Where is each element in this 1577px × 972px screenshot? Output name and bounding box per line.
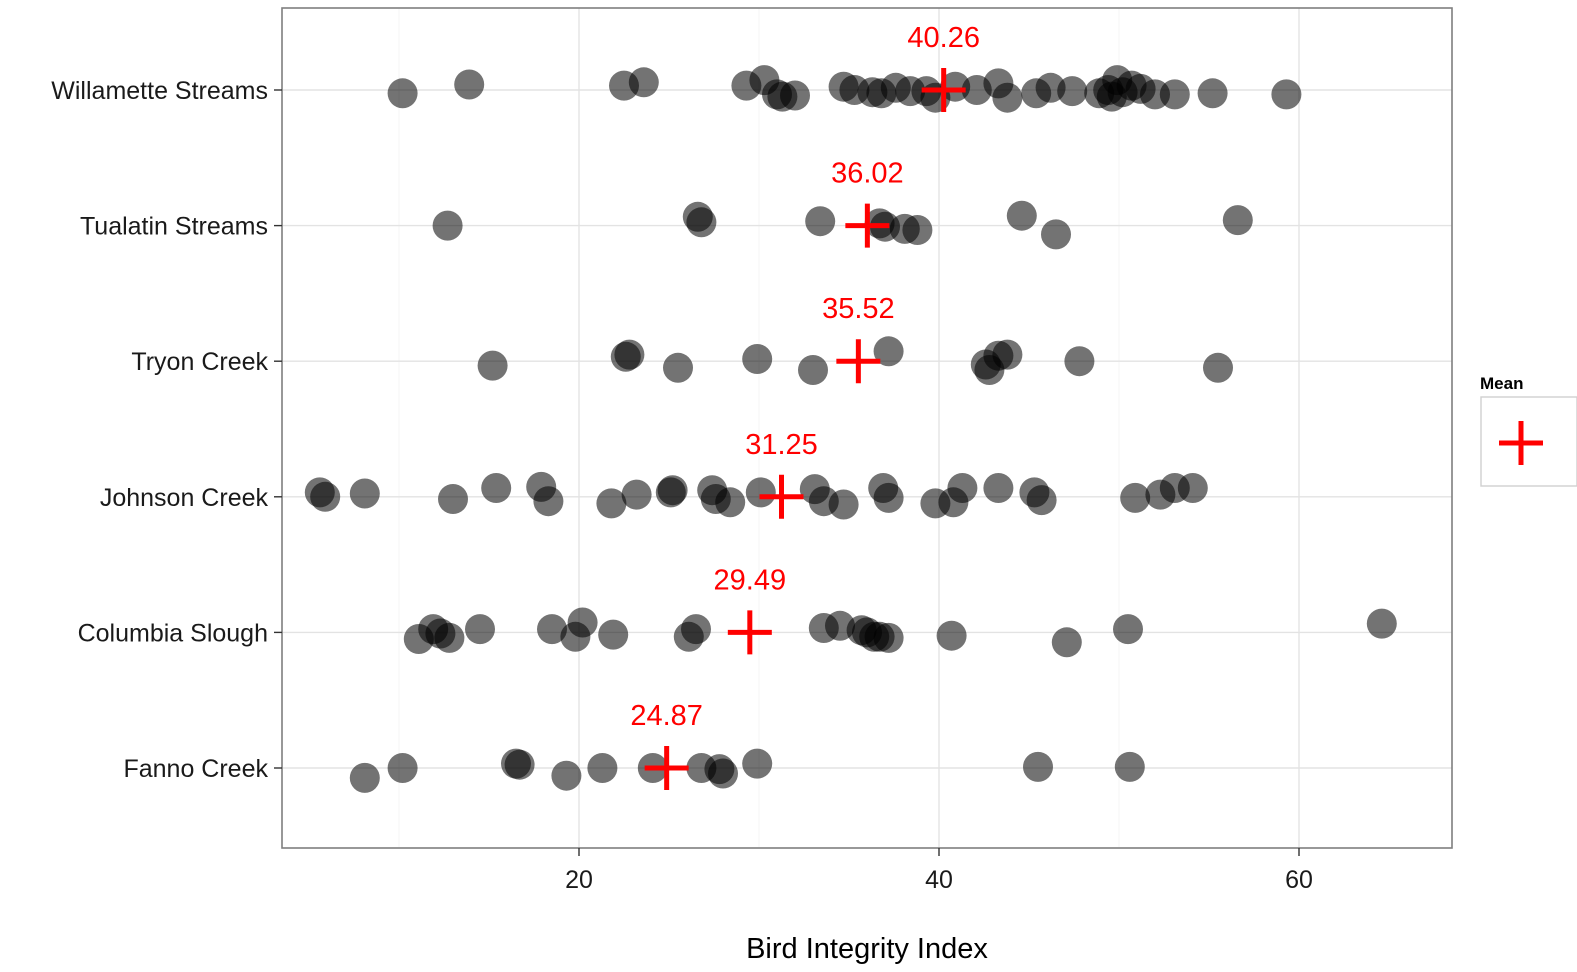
y-tick-label: Tryon Creek [131,348,268,376]
data-point [1222,205,1253,236]
data-point [537,614,567,645]
data-point [936,620,967,651]
data-point [1026,485,1057,516]
data-point [663,352,693,383]
data-point [598,619,629,650]
mean-label: 36.02 [831,158,904,190]
data-point [780,80,810,111]
data-point [628,67,659,98]
data-point [432,210,463,241]
plot-panel [282,8,1452,848]
data-point [387,78,418,109]
data-point [992,339,1023,370]
legend-title: Mean [1480,374,1523,393]
data-point [1197,78,1228,109]
mean-marker [845,203,890,248]
data-point [686,207,717,238]
axes: 20 40 60 Willamette Streams Tualatin Streams… [51,77,1313,894]
data-point [1006,200,1037,231]
data-point [1113,614,1143,645]
y-tick-label: Fanno Creek [123,755,268,783]
data-point [310,481,341,512]
data-point [349,478,380,509]
data-point [1120,482,1151,513]
data-point [438,484,468,514]
data-point [1057,76,1088,107]
data-point [481,473,512,503]
data-point [1051,627,1082,658]
data-point [465,614,495,645]
data-point [798,355,828,385]
data-point [387,753,418,783]
data-point [477,350,508,381]
data-point [1064,346,1095,377]
data-point [596,488,627,519]
data-point [1023,751,1053,782]
mean-marker [836,339,881,384]
data-point [708,758,738,789]
mean-label: 24.87 [630,700,703,732]
mean-marker [727,610,772,655]
data-point [681,614,711,645]
mean-label: 40.26 [907,22,980,54]
data-point [454,69,485,100]
legend-plus-icon [1499,421,1543,465]
data-point [873,482,904,513]
mean-marker [759,474,804,519]
data-point [742,748,773,779]
mean-marker [644,746,689,790]
mean-label: 31.25 [745,429,818,461]
data-point [504,749,535,780]
mean-label: 35.52 [822,293,895,325]
data-point [1041,219,1071,250]
data-point [715,487,746,518]
data-point [567,607,598,638]
data-points [304,65,1397,793]
x-tick-label: 60 [1285,866,1313,894]
mean-marker [921,68,966,112]
data-point [1366,608,1397,639]
data-point [992,82,1023,113]
data-point [657,475,688,506]
data-point [745,477,776,508]
data-point [902,215,933,245]
data-point [533,486,564,517]
mean-label: 29.49 [714,564,787,596]
data-point [587,753,618,783]
data-point [551,760,582,791]
data-point [349,762,380,793]
mean-markers: 40.26 36.02 35.52 31.25 29.49 24.87 [630,22,980,790]
data-point [983,473,1014,503]
y-tick-label: Johnson Creek [100,484,269,512]
data-point [805,206,836,237]
y-tick-label: Willamette Streams [51,77,268,105]
data-point [947,473,978,503]
legend: Mean [1480,374,1577,487]
x-tick-label: 40 [925,866,953,894]
data-point [873,336,904,367]
data-point [434,622,465,653]
y-tick-label: Columbia Slough [78,619,268,647]
x-tick-label: 20 [565,866,593,894]
data-point [1203,352,1233,383]
data-point [828,489,859,520]
data-point [1177,473,1208,503]
data-point [614,339,645,370]
data-point [1271,79,1302,110]
data-point [1114,751,1145,782]
plot-border [281,7,1453,849]
x-axis-title: Bird Integrity Index [746,933,988,965]
data-point [742,344,773,374]
data-point [1159,79,1190,110]
data-point [621,479,652,510]
data-point [873,622,904,653]
y-tick-label: Tualatin Streams [80,213,268,241]
